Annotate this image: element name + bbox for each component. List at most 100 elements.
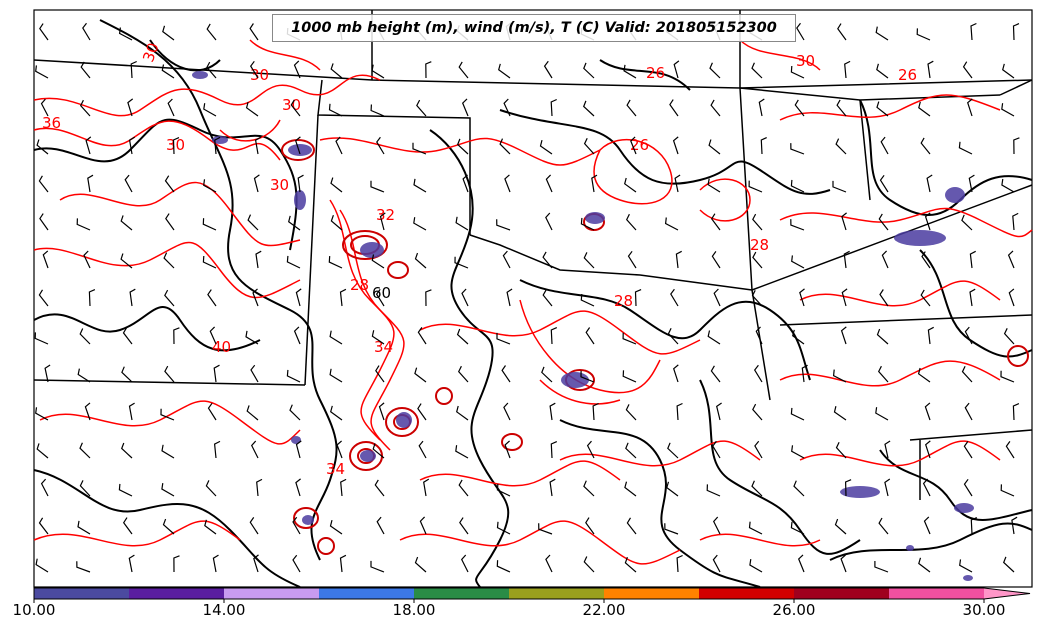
wind-barb xyxy=(128,554,135,573)
wind-barb xyxy=(1005,441,1015,459)
wind-barb xyxy=(35,558,49,573)
wind-barb xyxy=(39,213,49,231)
wind-barb xyxy=(708,139,721,155)
wind-barb xyxy=(34,332,49,345)
wind-barb xyxy=(38,175,49,193)
wind-barb xyxy=(582,100,595,117)
wind-barb xyxy=(249,60,259,79)
wind-barb xyxy=(791,445,805,459)
temp-label: 30 xyxy=(796,52,815,70)
temp-label: 34 xyxy=(326,460,345,478)
colorbar-extension xyxy=(984,588,1030,599)
wind-barb xyxy=(961,214,973,231)
wind-barb xyxy=(841,288,848,307)
wind-barb xyxy=(926,174,933,193)
wind-barb xyxy=(541,366,553,383)
wind-barb xyxy=(748,521,763,535)
map-content: 36 30 30 26 26 30 30 30 32 28 26 28 34 3… xyxy=(33,10,1033,588)
wind-barb xyxy=(164,289,175,307)
wind-barb xyxy=(840,326,847,345)
wind-barb xyxy=(496,483,511,497)
wind-barb xyxy=(162,25,175,41)
wind-barb xyxy=(462,174,469,193)
wind-barb xyxy=(836,99,847,117)
wind-barb xyxy=(454,256,469,269)
wind-barb xyxy=(875,407,889,421)
temp-label: 28 xyxy=(614,292,633,310)
wind-barb xyxy=(83,250,91,269)
wind-barb xyxy=(876,328,889,345)
wind-barb xyxy=(456,328,469,345)
wind-barb xyxy=(79,99,91,117)
wind-barb xyxy=(503,98,511,117)
wind-barb xyxy=(1001,178,1015,193)
wind-barb xyxy=(293,60,301,79)
wind-barb xyxy=(924,212,931,231)
wind-barb xyxy=(549,402,556,421)
wind-barb xyxy=(667,328,679,345)
wind-barb xyxy=(253,174,260,193)
wind-barb xyxy=(711,251,721,269)
wind-barb xyxy=(674,174,681,193)
wind-barb xyxy=(707,330,721,345)
wind-barb xyxy=(501,365,511,383)
wind-barb xyxy=(295,440,302,459)
wind-barb xyxy=(712,554,721,573)
wind-barb xyxy=(958,141,973,155)
wind-barb xyxy=(792,329,805,345)
temp-label: 30 xyxy=(166,136,185,154)
wind-barb xyxy=(790,143,805,155)
wind-barb xyxy=(710,213,721,231)
wind-barb xyxy=(583,138,595,155)
wind-barb xyxy=(832,180,847,193)
wind-barb xyxy=(918,101,931,117)
colorbar-segment xyxy=(699,588,794,599)
wind-barb xyxy=(162,518,175,535)
wind-barb xyxy=(328,103,343,117)
colorbar-segment xyxy=(604,588,699,599)
wind-barb xyxy=(247,214,259,231)
wind-barb xyxy=(173,327,180,345)
wind-barb xyxy=(874,561,889,573)
wind-barb xyxy=(459,517,469,535)
wind-barb xyxy=(753,364,763,383)
wind-barb xyxy=(622,370,637,383)
wind-barb xyxy=(1007,250,1015,269)
wind-barb xyxy=(130,60,137,79)
wind-barb xyxy=(1012,23,1020,41)
wind-barb xyxy=(538,523,553,535)
wind-barb xyxy=(256,478,263,497)
wind-barb xyxy=(417,327,427,345)
wind-barb xyxy=(204,519,217,535)
wind-barb xyxy=(583,480,595,497)
wind-barb xyxy=(496,219,511,231)
wind-barb xyxy=(1000,370,1015,383)
wind-barb xyxy=(664,217,679,231)
colorbar-segment xyxy=(889,588,984,599)
wind-barb xyxy=(754,440,763,459)
wind-barb xyxy=(624,177,637,193)
wind-barb xyxy=(545,212,553,231)
wind-barb xyxy=(286,369,301,383)
temp-label: 30 xyxy=(139,40,162,64)
wind-barb xyxy=(504,440,511,459)
wind-barb xyxy=(963,478,973,497)
wind-barb xyxy=(417,403,427,421)
wind-barb xyxy=(626,99,637,117)
wind-barb xyxy=(712,516,721,535)
wind-barb xyxy=(35,65,49,79)
wind-barb xyxy=(630,136,637,155)
wind-barb xyxy=(161,483,175,497)
wind-barb xyxy=(455,216,469,231)
wind-barb xyxy=(580,217,595,231)
wind-barb xyxy=(253,554,259,573)
wind-barb xyxy=(970,517,978,535)
wind-barb xyxy=(801,364,808,383)
wind-barb xyxy=(799,288,805,307)
wind-barb xyxy=(36,139,49,155)
wind-barb xyxy=(844,60,851,79)
wind-barb xyxy=(625,213,637,231)
wind-barb xyxy=(580,293,595,307)
wind-barb xyxy=(213,440,221,459)
wind-barb xyxy=(550,327,558,345)
